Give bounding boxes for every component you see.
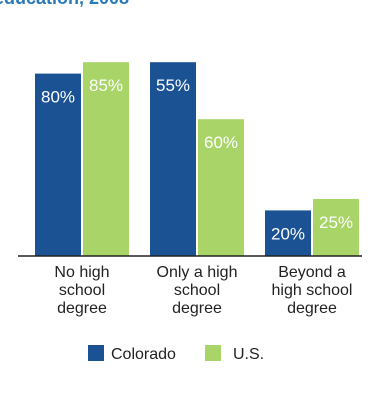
bar-colorado-0: [35, 73, 81, 256]
data-label-us-0: 85%: [89, 76, 123, 95]
legend: Colorado U.S.: [88, 345, 264, 363]
bar-colorado-1: [150, 62, 196, 257]
legend-label-us: U.S.: [233, 346, 264, 363]
category-label-1-line-2: degree: [172, 300, 222, 317]
category-label-1-line-0: Only a high: [157, 264, 238, 281]
category-label-2-line-0: Beyond a: [278, 264, 346, 281]
legend-label-colorado: Colorado: [111, 346, 176, 363]
category-label-2-line-1: high school: [272, 282, 353, 299]
category-label-1-line-1: school: [174, 282, 220, 299]
category-label-0-line-1: school: [59, 282, 105, 299]
chart-title: education, 2008: [0, 0, 129, 8]
category-label-0-line-0: No high: [54, 264, 109, 281]
legend-swatch-us: [205, 345, 221, 361]
bar-colorado-2: [265, 210, 311, 256]
bar-us-2: [313, 199, 359, 256]
bars-layer: 80% 85% 55% 60% 20% 25%: [35, 62, 359, 257]
data-label-colorado-1: 55%: [156, 76, 190, 95]
data-label-us-1: 60%: [204, 133, 238, 152]
bar-us-0: [83, 62, 129, 257]
data-label-us-2: 25%: [319, 213, 353, 232]
data-label-colorado-0: 80%: [41, 88, 75, 107]
legend-swatch-colorado: [88, 345, 104, 361]
category-label-0-line-2: degree: [57, 300, 107, 317]
data-label-colorado-2: 20%: [271, 224, 305, 243]
category-label-2-line-2: degree: [287, 300, 337, 317]
bar-us-1: [198, 119, 244, 256]
